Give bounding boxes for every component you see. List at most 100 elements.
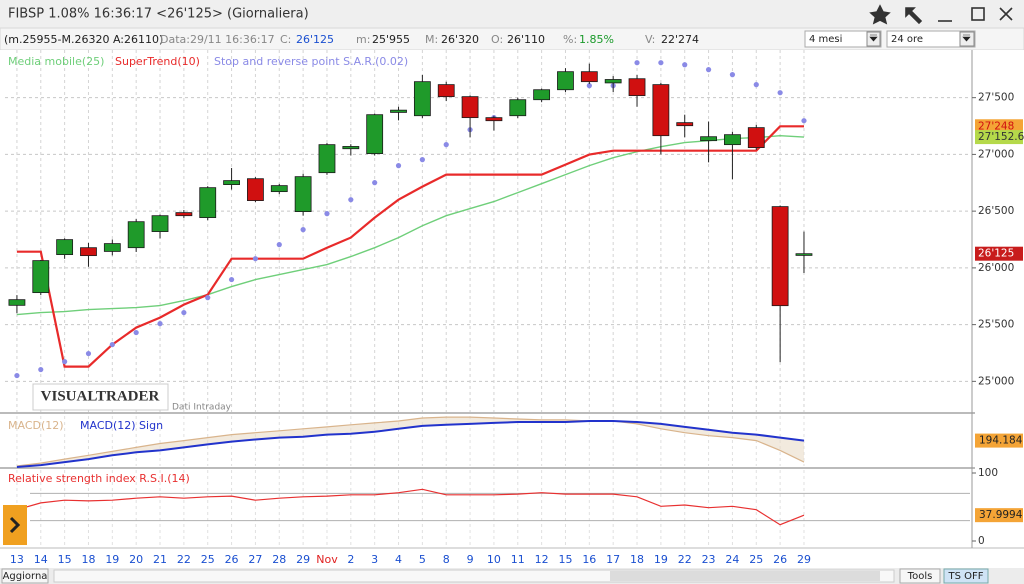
sar-dot [372,180,378,186]
price-tag-label: 27'152.6 [978,131,1024,143]
x-tick-label: 29 [797,553,811,566]
panel-toggle-icon [9,516,21,534]
sar-dot [300,227,306,233]
info-value: 25'955 [372,33,410,46]
sar-dot [228,276,235,283]
window-title: FIBSP 1.08% 16:36:17 <26'125> (Giornalie… [8,7,309,22]
tools-button[interactable] [899,568,941,584]
candle-body [604,79,622,84]
tools-label[interactable]: Tools [907,571,933,582]
rsi-legend: Relative strength index R.S.I.(14) [8,472,190,485]
sar-dot [252,256,259,262]
candle-body [413,81,431,117]
x-tick-label: 26 [773,553,787,566]
y-tick-label: 25'000 [978,375,1014,387]
x-tick-label: 29 [296,553,310,566]
interval-select[interactable] [886,30,976,48]
x-tick-label: 18 [81,553,95,566]
sar-dot [586,83,592,89]
sar-dot [395,163,402,169]
panel-toggle[interactable] [3,505,27,545]
overlay-line [16,134,805,316]
ts-button[interactable] [943,568,989,584]
x-tick-label: Nov [316,553,338,566]
x-tick-label: 22 [177,553,191,566]
x-tick-label: 26 [225,553,239,566]
sar-dot [753,82,759,88]
interval-value[interactable]: 24 ore [891,34,923,45]
candle-body [151,215,169,232]
sar-dot [157,320,163,327]
candle-body [580,71,598,83]
y-tick-label: 25'500 [978,319,1014,331]
sar-dot [682,62,688,68]
price-tag [975,246,1023,261]
watermark-box [32,383,169,411]
watermark: VISUALTRADER [41,388,160,404]
plot: 25'000 25'500 26'000 26'500 27'000 27'500 13 14… [5,50,1024,566]
x-tick-label: 14 [34,553,48,566]
macd-line [16,416,805,467]
x-tick-label: 8 [443,553,450,566]
legend-entry: Stop and reverse point S.A.R.(0.02) [214,55,408,68]
tools-icon[interactable] [905,7,923,25]
candle-body [628,78,646,97]
x-tick-label: 11 [511,553,525,566]
info-label: %: [563,33,577,46]
candle-body [509,99,527,117]
x-tick-label: 25 [749,553,763,566]
x-tick-label: 17 [606,553,620,566]
sar-dot [324,211,330,217]
refresh-button[interactable] [1,568,49,584]
candle-body [366,114,384,155]
candle-body [342,146,360,150]
x-tick-label: 3 [371,553,378,566]
candle-body [747,127,765,148]
x-tick-label: 19 [105,553,119,566]
x-tick-label: 13 [10,553,24,566]
x-tick-label: 22 [678,553,692,566]
info-date: Data:29/11 16:36:17 [160,33,275,46]
chart-area [0,50,1024,568]
scroll-thumb[interactable] [610,571,880,581]
y-tick-label: 27'000 [978,148,1014,160]
refresh-label[interactable]: Aggiorna [3,571,48,582]
candle-body [724,134,741,146]
sar-dot [634,60,640,66]
ts-label[interactable]: TS OFF [947,571,983,582]
info-label: V: [645,33,655,46]
period-value[interactable]: 4 mesi [809,34,842,45]
info-label: C: [280,33,291,46]
maximize-button[interactable] [971,7,985,21]
sar-dot [205,295,211,301]
x-tick-label: 12 [535,553,549,566]
x-tick-label: 19 [654,553,668,566]
x-tick-label: 24 [725,553,739,566]
macd-legend: MACD(12) [8,419,64,432]
price-tag [975,130,1023,145]
candle-body [533,89,551,101]
period-select[interactable] [804,30,882,48]
sar-dot [801,118,807,124]
favorite-icon[interactable] [869,4,891,25]
sar-dot [777,90,783,96]
sar-dot [419,157,425,163]
candle-body [652,84,670,137]
candle-body [700,136,717,142]
rsi-tick-label: 100 [978,467,998,479]
x-tick-label: 15 [558,553,572,566]
close-button[interactable] [999,7,1013,21]
interval-arrow-icon [962,34,971,42]
candle-body [127,221,145,249]
info-range: (m.25955-M.26320 A:26110) [4,33,163,46]
candle-body [676,122,694,127]
price-tag-label: 26'125 [978,248,1014,260]
x-tick-label: 21 [153,553,167,566]
rsi-line [16,488,805,526]
y-tick-label: 26'000 [978,262,1014,274]
x-tick-label: 15 [58,553,72,566]
window-controls[interactable] [869,4,1013,25]
candle-body [557,71,574,91]
macd-tag [975,433,1023,448]
